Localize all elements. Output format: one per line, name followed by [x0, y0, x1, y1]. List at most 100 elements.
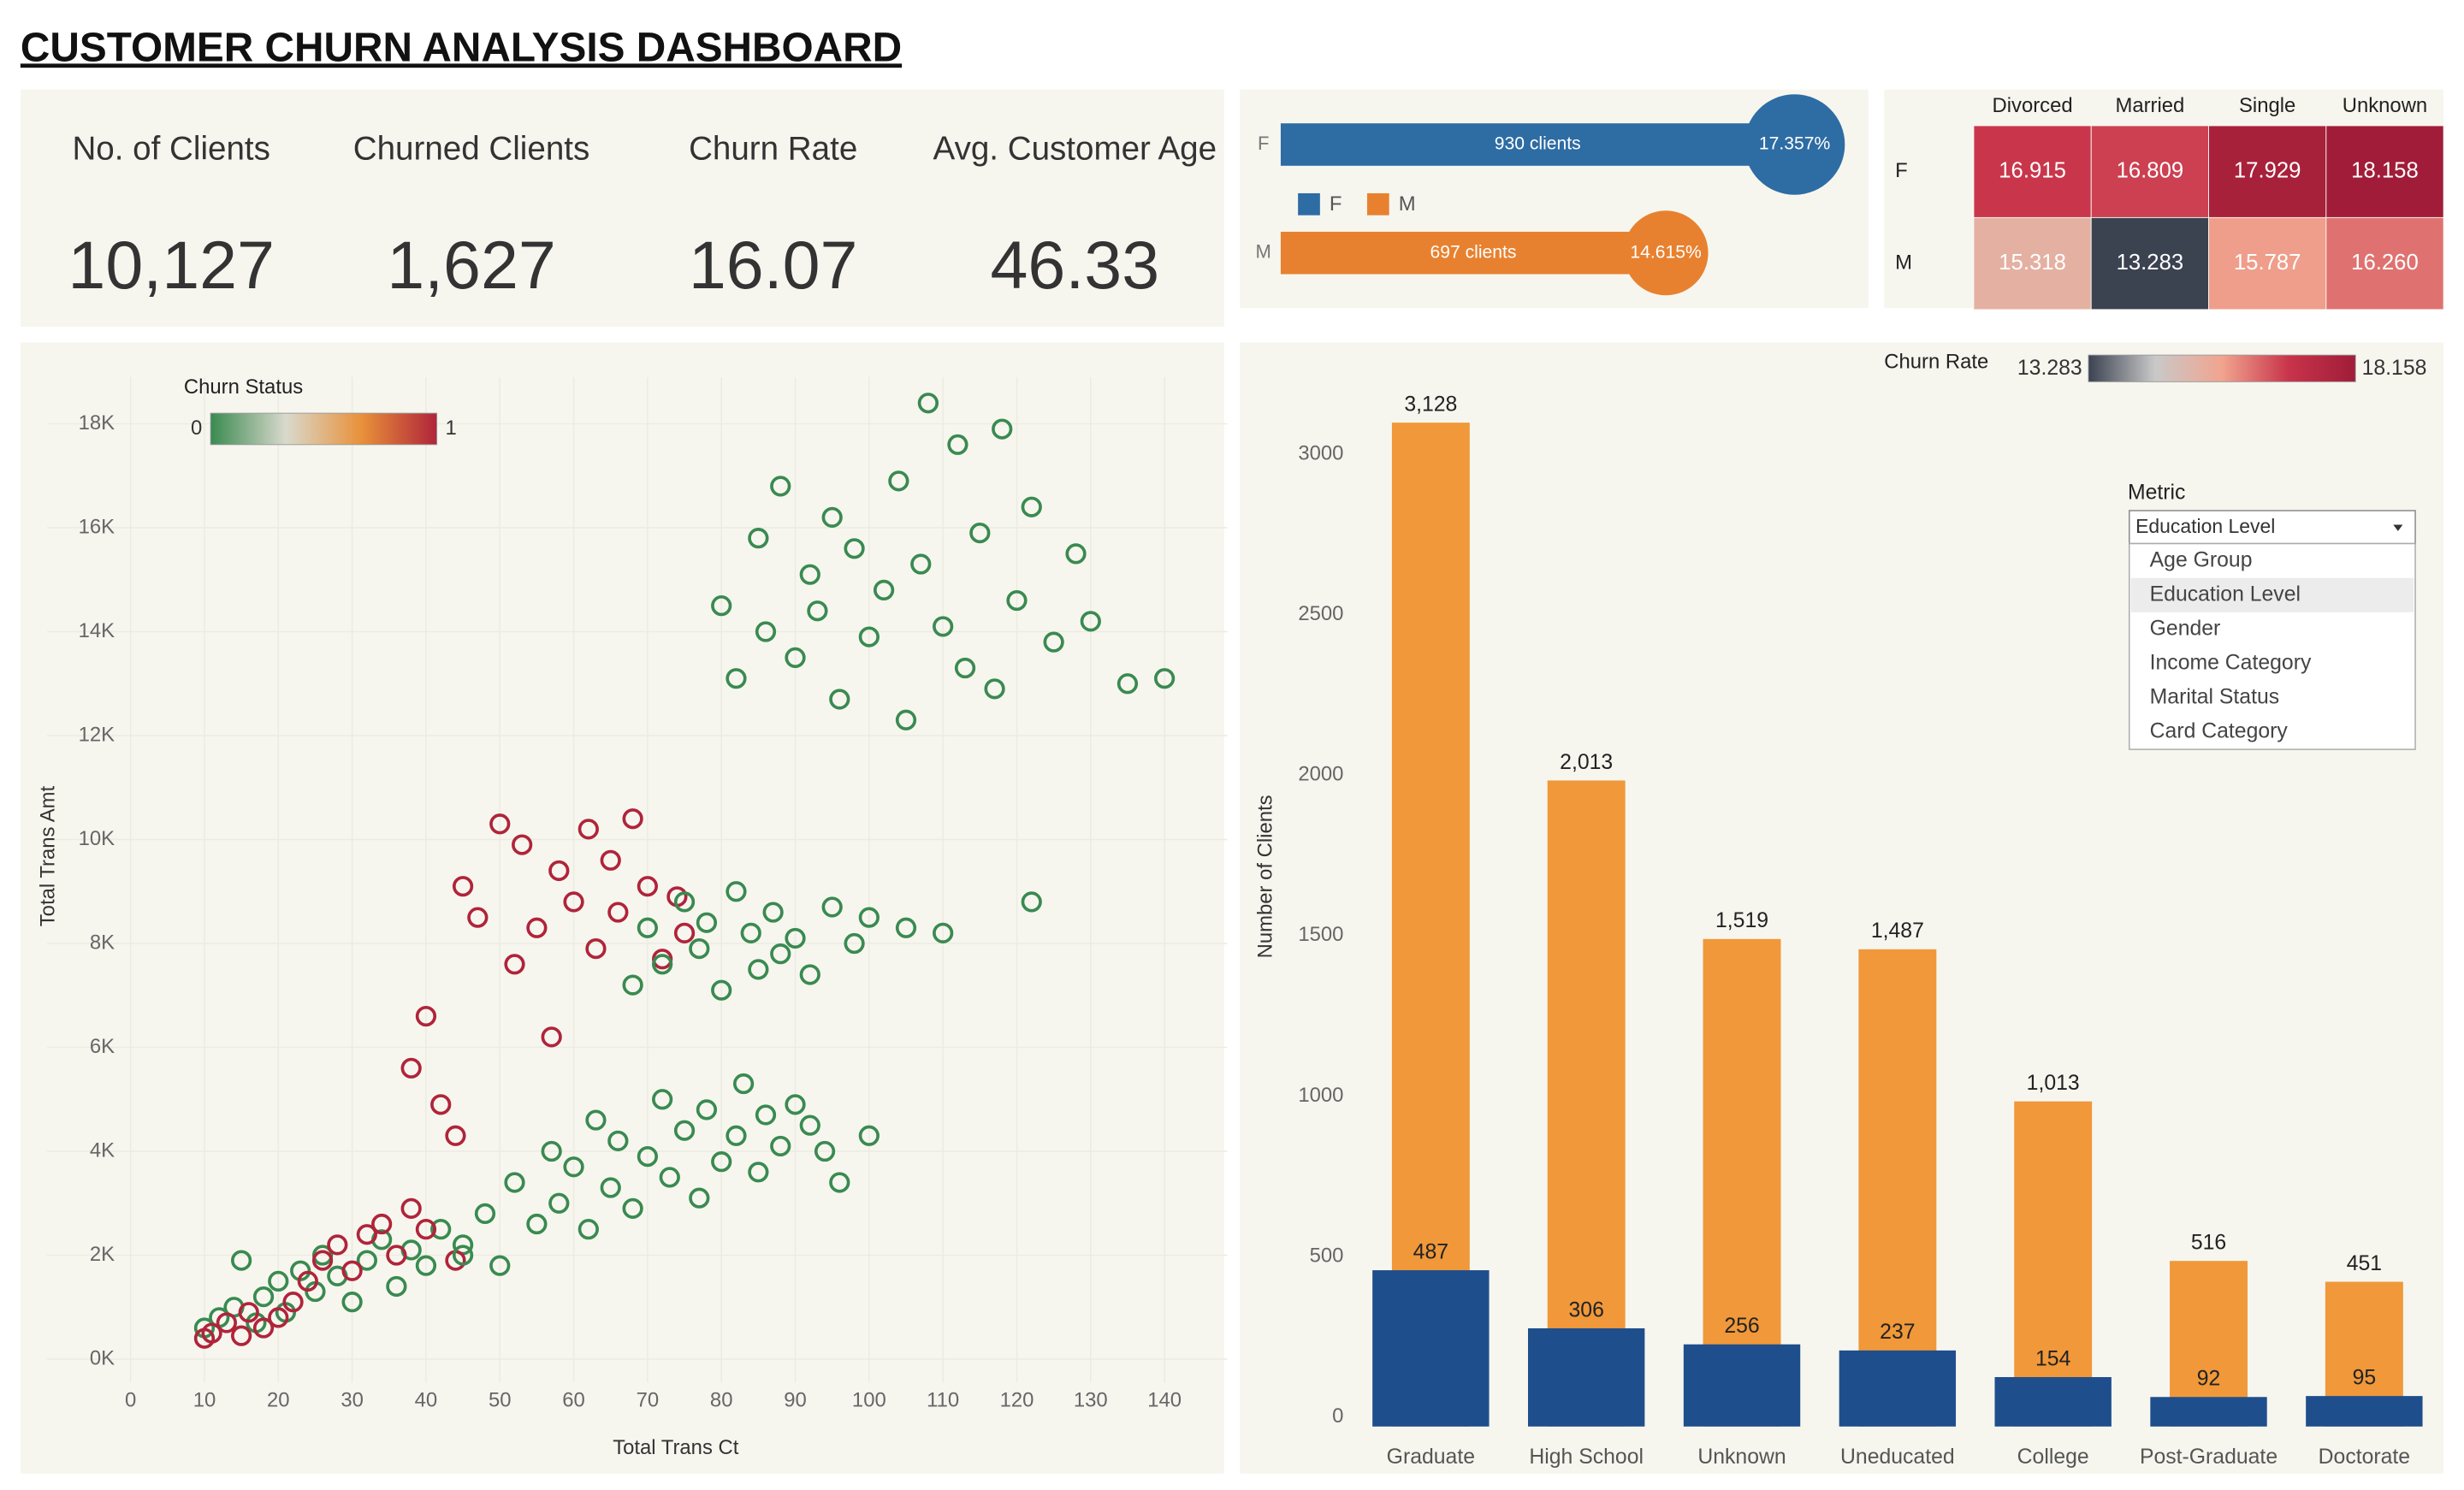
point	[548, 860, 570, 882]
point	[755, 621, 777, 642]
point	[452, 876, 474, 897]
heat-cell	[1973, 216, 2092, 310]
point	[1006, 589, 1028, 612]
heat-cell	[2090, 125, 2209, 218]
point	[895, 917, 917, 938]
y-tick-label: 1500	[1298, 923, 1343, 946]
point	[726, 668, 747, 689]
dropdown-option[interactable]: Card Category	[2150, 719, 2289, 742]
point	[696, 1099, 718, 1120]
y-tick-label: 10K	[79, 827, 116, 850]
point	[201, 1322, 222, 1344]
point	[356, 1250, 377, 1271]
bar	[2014, 1101, 2093, 1427]
point	[689, 937, 710, 960]
point	[984, 678, 1005, 700]
point	[607, 1130, 629, 1151]
point	[637, 917, 659, 938]
heat-cell	[2325, 125, 2444, 218]
category-label: M	[1256, 241, 1271, 263]
point	[607, 902, 629, 923]
x-tick-label: Graduate	[1387, 1446, 1475, 1469]
point	[711, 1151, 732, 1173]
dropdown-arrow[interactable]	[2393, 524, 2403, 531]
point	[711, 595, 732, 617]
colorbar-min: 13.283	[2017, 357, 2082, 380]
point	[563, 891, 584, 913]
point	[327, 1234, 348, 1256]
x-tick-label: 100	[852, 1389, 886, 1412]
point	[504, 1172, 525, 1193]
y-tick-label: 3000	[1298, 441, 1343, 464]
x-tick-label: High School	[1529, 1446, 1644, 1469]
point	[689, 1187, 710, 1209]
point	[415, 1255, 437, 1276]
x-tick-label: 0	[125, 1389, 136, 1412]
churn-rate-bubble	[1744, 94, 1845, 195]
x-tick-label: 70	[637, 1389, 660, 1412]
bar-value-label: 487	[1413, 1240, 1448, 1263]
point	[585, 937, 607, 960]
y-tick-label: 500	[1310, 1244, 1344, 1267]
bar-value-label: 256	[1724, 1315, 1759, 1338]
dropdown-option[interactable]: Income Category	[2150, 651, 2312, 674]
point	[371, 1213, 393, 1235]
dropdown[interactable]	[2129, 510, 2416, 545]
bar	[1858, 949, 1937, 1427]
bar-value-label: 451	[2347, 1252, 2382, 1275]
point	[541, 1140, 562, 1162]
dropdown-option[interactable]: Marital Status	[2150, 685, 2280, 708]
point	[732, 1073, 755, 1095]
legend-swatch	[1366, 192, 1389, 216]
legend-title: Churn Status	[184, 375, 303, 399]
bar	[1372, 1270, 1490, 1427]
bar-value-label: 1,013	[2027, 1072, 2080, 1095]
kpi-value: 10,127	[68, 228, 275, 303]
y-tick-label: 2000	[1298, 763, 1343, 786]
dropdown-selected[interactable]: Education Level	[2135, 515, 2275, 537]
heat-cell	[2208, 125, 2327, 218]
point	[770, 943, 791, 965]
y-axis-title: Total Trans Amt	[36, 785, 59, 926]
point	[526, 1213, 548, 1235]
point	[252, 1317, 275, 1339]
x-tick-label: 140	[1147, 1389, 1182, 1412]
point	[578, 1219, 599, 1240]
point	[933, 616, 954, 637]
heat-cell	[2090, 216, 2209, 310]
x-tick-label: 90	[784, 1389, 807, 1412]
point	[844, 538, 865, 559]
column-header: Unknown	[2343, 94, 2427, 117]
point	[474, 1203, 496, 1225]
point	[711, 979, 732, 1001]
colorbar-max: 18.158	[2362, 357, 2427, 380]
point	[785, 927, 806, 949]
point	[356, 1224, 377, 1245]
point	[231, 1325, 252, 1346]
dropdown-option[interactable]: Age Group	[2150, 548, 2253, 571]
dropdown-option[interactable]: Education Level	[2150, 582, 2301, 606]
y-tick-label: 1000	[1298, 1084, 1343, 1107]
churn-rate-label: 14.615%	[1630, 242, 1702, 262]
legend-max: 1	[446, 417, 457, 440]
point	[563, 1156, 584, 1178]
point	[888, 470, 909, 492]
dropdown-list	[2129, 542, 2416, 750]
point	[807, 600, 828, 622]
filter-label: Metric	[2128, 481, 2185, 504]
point	[770, 476, 791, 497]
x-tick-label: 80	[710, 1389, 733, 1412]
colorbar-title: Churn Rate	[1884, 351, 1988, 374]
point	[740, 922, 761, 943]
dropdown-option[interactable]: Gender	[2150, 617, 2221, 640]
point	[268, 1270, 289, 1292]
point	[821, 506, 843, 528]
x-tick-label: 20	[267, 1389, 290, 1412]
point	[238, 1302, 259, 1323]
x-tick-label: College	[2017, 1446, 2089, 1469]
point	[445, 1125, 466, 1146]
bar	[2150, 1397, 2267, 1427]
legend-min: 0	[191, 417, 202, 440]
point	[873, 579, 895, 601]
point	[341, 1292, 363, 1313]
